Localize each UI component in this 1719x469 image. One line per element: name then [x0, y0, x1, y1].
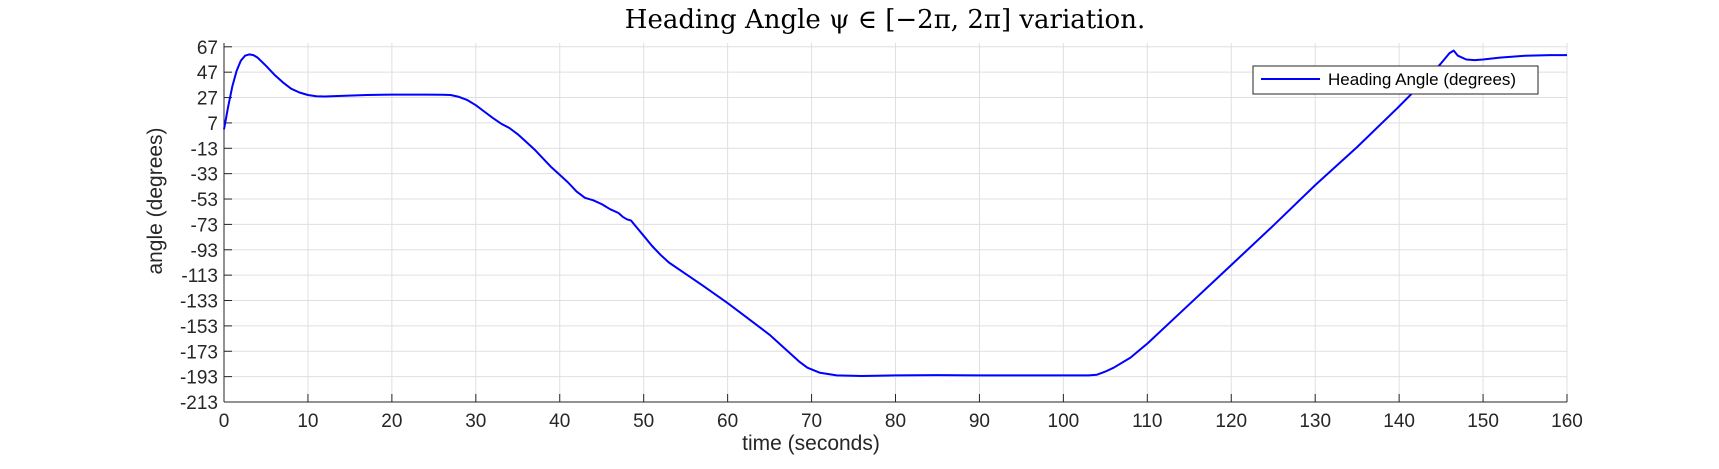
- x-tick-label: 10: [297, 411, 318, 432]
- y-tick-label: 27: [197, 89, 218, 110]
- y-tick-label: -133: [180, 292, 218, 313]
- x-tick-label: 100: [1048, 411, 1080, 432]
- axes: [223, 43, 1568, 403]
- legend-box: [1252, 65, 1539, 95]
- grid-lines: [223, 43, 1568, 403]
- x-tick-label: 90: [969, 411, 990, 432]
- y-tick-label: -213: [180, 393, 218, 414]
- legend: Heading Angle (degrees): [1252, 65, 1539, 95]
- y-tick-label: -33: [191, 165, 218, 186]
- x-tick-label: 160: [1551, 411, 1583, 432]
- x-tick-label: 20: [381, 411, 402, 432]
- x-tick-label: 130: [1299, 411, 1331, 432]
- y-tick-label: -173: [180, 342, 218, 363]
- y-tick-label: -53: [191, 190, 218, 211]
- x-tick-label: 120: [1215, 411, 1247, 432]
- y-tick-label: 67: [197, 38, 218, 59]
- x-tick-label: 30: [465, 411, 486, 432]
- series-line-0: [223, 49, 1567, 377]
- x-tick-label: 80: [885, 411, 906, 432]
- y-tick-label: 7: [207, 114, 218, 135]
- x-tick-label: 0: [219, 411, 230, 432]
- y-tick-label: -153: [180, 317, 218, 338]
- x-tick-label: 110: [1132, 411, 1162, 432]
- y-tick-label: -73: [191, 215, 218, 236]
- y-tick-label: -13: [191, 139, 218, 160]
- x-tick-label: 50: [633, 411, 654, 432]
- series-lines: [223, 49, 1567, 377]
- y-tick-label: -93: [191, 241, 218, 262]
- x-tick-label: 150: [1467, 411, 1499, 432]
- x-tick-label: 70: [801, 411, 822, 432]
- x-tick-label: 60: [717, 411, 738, 432]
- x-tick-label: 140: [1383, 411, 1415, 432]
- y-tick-label: 47: [197, 63, 218, 84]
- legend-label: Heading Angle (degrees): [1328, 70, 1516, 89]
- chart-title: Heading Angle ψ ∈ [−2π, 2π] variation.: [625, 5, 1145, 35]
- y-axis-label: angle (degrees): [144, 127, 167, 274]
- x-tick-labels: 0 10 20 30 40 50 60 70 80 90 100 110 120 130 140 150 160: [219, 411, 1583, 432]
- x-tick-label: 40: [549, 411, 570, 432]
- x-axis-label: time (seconds): [742, 432, 880, 455]
- y-tick-label: -113: [181, 266, 218, 287]
- y-tick-labels: 67 47 27 7 -13 -33 -53 -73 -93 -113 -133 -153 -173 -1…: [180, 38, 218, 414]
- y-tick-label: -193: [180, 368, 218, 389]
